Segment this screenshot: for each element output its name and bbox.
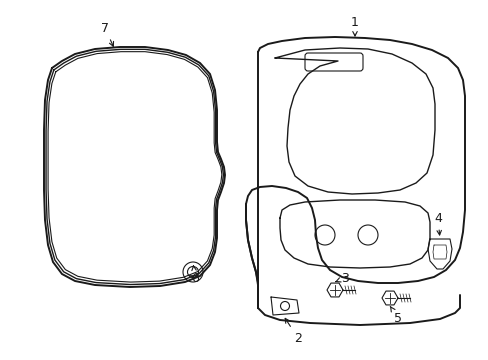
Text: 3: 3 (335, 271, 348, 284)
Text: 1: 1 (350, 15, 358, 36)
Text: 7: 7 (101, 22, 113, 46)
Text: 2: 2 (285, 318, 301, 345)
Text: 5: 5 (389, 306, 401, 324)
Text: 6: 6 (191, 266, 199, 284)
Text: 4: 4 (433, 211, 441, 235)
